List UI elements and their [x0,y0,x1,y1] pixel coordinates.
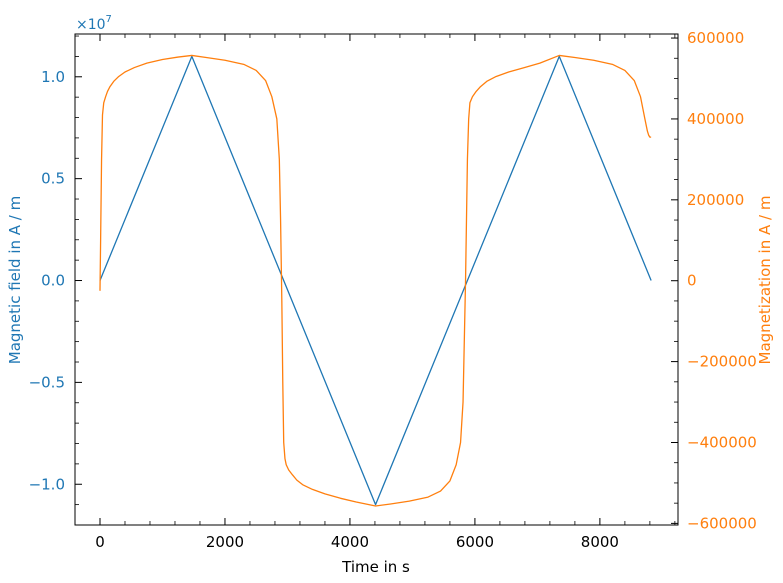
x-tick-label: 2000 [206,533,244,551]
x-axis: 0 2000 4000 6000 8000 [74,34,676,551]
magnetic-field-series-line [99,55,652,506]
left-axis-multiplier-exponent: 7 [106,14,112,25]
magnetization-series-line [99,54,652,507]
left-tick-label: 0.5 [41,170,65,188]
right-axis-label: Magnetization in A / m [756,196,774,365]
left-axis: −1.0 −0.5 0.0 0.5 1.0 [29,35,82,526]
right-axis: −600000 −400000 −200000 0 200000 400000 600000 [671,29,757,532]
left-axis-label: Magnetic field in A / m [6,196,24,365]
left-tick-label: −1.0 [29,475,65,493]
left-tick-label: −0.5 [29,373,65,391]
right-tick-label: 200000 [687,191,744,209]
left-axis-multiplier: ×107 [76,14,112,33]
right-tick-label: 600000 [687,29,744,47]
left-tick-label: 1.0 [41,68,65,86]
x-tick-label: 6000 [456,533,494,551]
plot-frame [74,33,679,526]
x-axis-label: Time in s [341,558,410,576]
plot-area: 0 2000 4000 6000 8000 −1.0 −0.5 0.0 0.5 1.0 −600… [29,29,757,551]
left-tick-label: 0.0 [41,272,65,290]
series-layer [99,54,652,507]
right-tick-label: −600000 [687,514,757,532]
right-tick-label: 0 [687,272,697,290]
x-tick-label: 0 [95,533,105,551]
right-tick-label: −400000 [687,433,757,451]
x-tick-label: 8000 [581,533,619,551]
right-tick-label: 400000 [687,110,744,128]
x-tick-label: 4000 [331,533,369,551]
right-tick-label: −200000 [687,353,757,371]
